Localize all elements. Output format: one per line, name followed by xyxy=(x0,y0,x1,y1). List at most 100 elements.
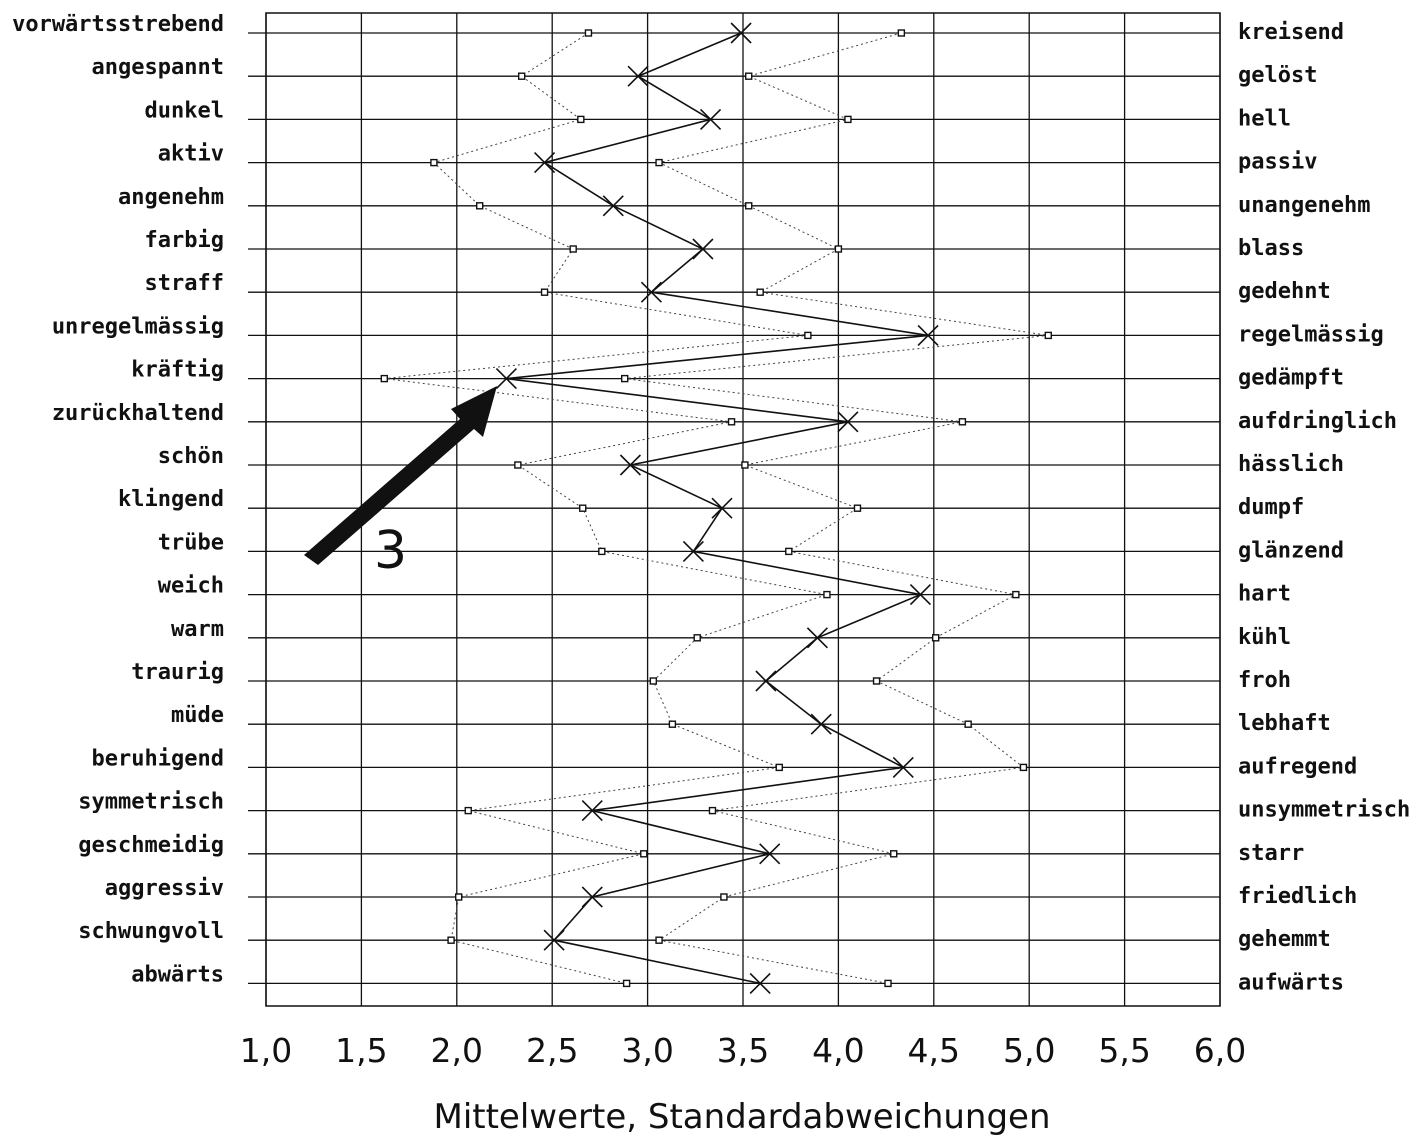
mean-marker xyxy=(749,972,771,994)
x-tick-label: 2,0 xyxy=(431,1031,483,1070)
right-label: lebhaft xyxy=(1238,711,1331,736)
left-label: zurückhaltend xyxy=(52,401,224,426)
left-label: aggressiv xyxy=(105,876,224,901)
sd-marker xyxy=(464,806,472,815)
sd-marker xyxy=(655,936,663,944)
sd-marker xyxy=(569,245,577,253)
sd-marker xyxy=(872,677,881,685)
left-label: symmetrisch xyxy=(78,790,224,815)
mean-marker xyxy=(692,238,714,260)
right-adjective-labels: kreisend gelöst hell passiv unangenehm blass g… xyxy=(1238,20,1410,995)
arrow-label: 3 xyxy=(374,521,407,581)
sd-marker xyxy=(380,374,388,383)
right-label: hart xyxy=(1238,582,1291,607)
sd-marker xyxy=(430,158,438,167)
left-label: vorwärtsstrebend xyxy=(12,12,224,37)
x-tick-label: 1,5 xyxy=(335,1031,387,1070)
mean-marker xyxy=(806,627,828,649)
series-lower xyxy=(380,29,831,988)
x-tick-label: 4,5 xyxy=(908,1031,960,1070)
sd-marker xyxy=(756,288,764,296)
sd-marker xyxy=(579,504,587,512)
sd-marker xyxy=(964,720,972,728)
left-label: unregelmässig xyxy=(52,314,224,339)
right-label: kreisend xyxy=(1238,20,1344,45)
right-label: unangenehm xyxy=(1238,193,1370,218)
sd-marker xyxy=(649,677,658,685)
x-tick-label: 2,5 xyxy=(526,1031,578,1070)
arrow-annotation: 3 xyxy=(304,386,497,581)
sd-marker xyxy=(844,115,852,124)
sd-marker xyxy=(853,504,862,512)
sd-marker xyxy=(745,72,753,80)
x-tick-label: 5,5 xyxy=(1098,1031,1150,1070)
sd-marker xyxy=(1044,331,1052,340)
mean-marker xyxy=(543,929,565,951)
right-label: regelmässig xyxy=(1238,322,1384,347)
right-label: aufwärts xyxy=(1238,970,1344,995)
right-label: gedämpft xyxy=(1238,366,1344,391)
left-label: weich xyxy=(158,574,224,599)
sd-marker xyxy=(668,720,677,728)
sd-marker xyxy=(447,936,455,944)
mean-marker xyxy=(730,22,752,44)
sd-marker xyxy=(890,850,898,858)
mean-marker xyxy=(640,281,662,303)
sd-marker xyxy=(834,245,843,253)
x-tick-labels: 1,0 1,5 2,0 2,5 3,0 3,5 4,0 4,5 5,0 5,5 6,0 xyxy=(240,1031,1246,1070)
mean-marker xyxy=(699,108,722,130)
sd-marker xyxy=(804,331,812,340)
mean-marker xyxy=(837,411,859,433)
sd-marker xyxy=(514,461,522,469)
mean-marker xyxy=(892,756,914,778)
mean-marker xyxy=(619,454,641,476)
right-label: froh xyxy=(1238,668,1291,693)
sd-marker xyxy=(475,202,484,210)
right-label: gelöst xyxy=(1238,63,1317,88)
mean-marker xyxy=(810,713,832,735)
right-label: aufdringlich xyxy=(1238,409,1397,434)
x-tick-label: 4,0 xyxy=(812,1031,864,1070)
right-label: unsymmetrisch xyxy=(1238,798,1410,823)
left-label: angespannt xyxy=(92,55,224,80)
mean-marker xyxy=(917,324,939,346)
left-label: dunkel xyxy=(145,98,224,123)
sd-marker xyxy=(622,979,631,988)
left-label: schön xyxy=(158,444,224,469)
mean-marker xyxy=(909,584,932,606)
left-label: angenehm xyxy=(118,185,224,210)
left-label: müde xyxy=(171,703,224,728)
x-tick-label: 1,0 xyxy=(240,1031,292,1070)
mean-marker xyxy=(581,886,603,908)
sd-marker xyxy=(932,634,940,642)
right-label: friedlich xyxy=(1238,884,1357,909)
sd-marker xyxy=(897,29,906,37)
mean-marker xyxy=(682,540,704,562)
right-label: passiv xyxy=(1238,150,1317,175)
x-tick-label: 6,0 xyxy=(1194,1031,1246,1070)
sd-marker xyxy=(655,158,663,167)
left-label: straff xyxy=(145,271,224,296)
sd-marker xyxy=(640,850,648,858)
mean-marker xyxy=(759,843,781,865)
x-tick-label: 3,5 xyxy=(717,1031,769,1070)
sd-marker xyxy=(745,202,753,210)
sd-marker xyxy=(775,763,783,772)
arrow-icon xyxy=(304,386,497,565)
right-label: hell xyxy=(1238,106,1291,131)
right-label: starr xyxy=(1238,841,1304,866)
vertical-gridlines xyxy=(265,13,1221,1006)
left-label: geschmeidig xyxy=(78,833,224,858)
right-label: dumpf xyxy=(1238,495,1304,520)
right-label: glänzend xyxy=(1238,538,1344,563)
sd-marker xyxy=(1019,763,1028,772)
sd-marker xyxy=(540,288,549,296)
x-tick-label: 5,0 xyxy=(1003,1031,1055,1070)
mean-marker xyxy=(495,368,517,390)
left-label: kräftig xyxy=(131,358,224,383)
left-label: warm xyxy=(171,617,224,642)
sd-marker xyxy=(727,418,736,426)
mean-marker xyxy=(627,65,649,87)
